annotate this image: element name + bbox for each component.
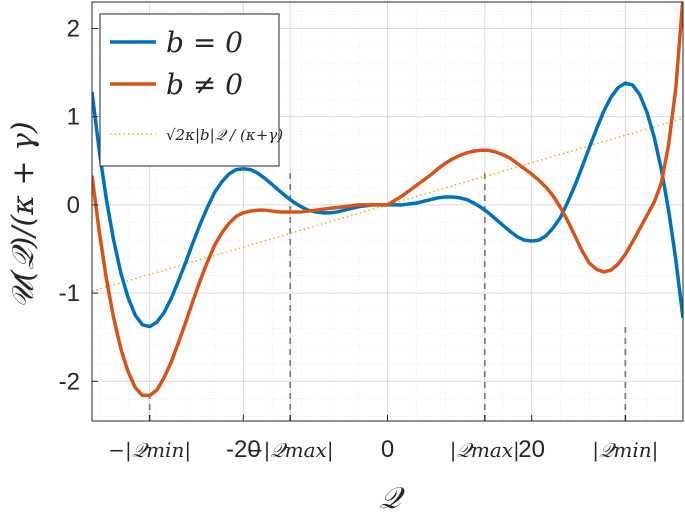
y-axis-label: 𝒰(𝒬)/(κ + γ) (6, 121, 41, 308)
x-tick-label: 0 (381, 436, 394, 463)
legend-label-bneq0: b ≠ 0 (166, 68, 243, 101)
y-axis-ticks: -2 -1 0 1 2 (59, 15, 98, 395)
x-tick-label: −|𝒬min| (108, 438, 191, 463)
legend: b = 0 b ≠ 0 √2κ|b|𝒬 / (κ+γ) (99, 13, 283, 167)
x-tick-label: 20 (518, 436, 545, 463)
x-tick-label: |𝒬max| (450, 438, 520, 463)
y-tick-label: -2 (59, 368, 80, 395)
y-tick-label: -1 (59, 280, 80, 307)
legend-box (99, 13, 280, 167)
x-axis-ticks: −|𝒬min| -20−|𝒬max| 0 |𝒬max|20 |𝒬min| (108, 415, 658, 463)
y-tick-label: 2 (67, 15, 80, 42)
x-tick-label: -20 (226, 436, 261, 463)
series-line-2 (92, 117, 683, 293)
y-tick-label: 0 (67, 192, 80, 219)
series-line-1 (92, 2, 683, 398)
x-tick-label: −|𝒬max| (247, 438, 334, 463)
legend-label-linear: √2κ|b|𝒬 / (κ+γ) (166, 126, 283, 144)
x-tick-label: |𝒬min| (592, 438, 658, 463)
y-tick-label: 1 (67, 104, 80, 131)
legend-label-b0: b = 0 (166, 26, 243, 59)
series-layer (92, 2, 683, 398)
